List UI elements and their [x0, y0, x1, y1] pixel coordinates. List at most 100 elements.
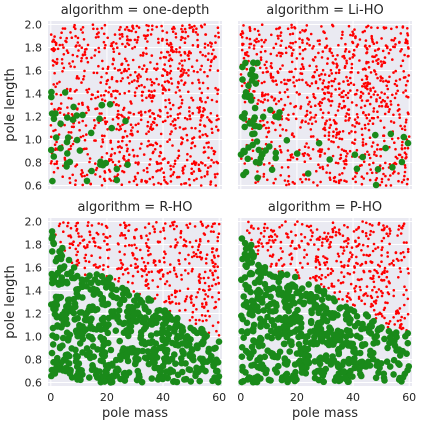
failure-point — [384, 184, 388, 187]
failure-point — [344, 93, 348, 97]
failure-point — [399, 252, 403, 255]
success-point — [248, 270, 256, 278]
failure-point — [368, 44, 371, 48]
failure-point — [326, 57, 330, 60]
failure-point — [320, 283, 323, 286]
success-point — [109, 372, 116, 380]
failure-point — [318, 155, 322, 158]
failure-point — [122, 106, 126, 110]
failure-point — [51, 59, 55, 62]
success-point — [266, 271, 274, 278]
failure-point — [98, 256, 102, 259]
failure-point — [93, 54, 96, 57]
failure-point — [334, 113, 338, 117]
failure-point — [339, 178, 343, 182]
failure-point — [291, 41, 295, 45]
failure-point — [159, 151, 163, 155]
failure-point — [346, 237, 350, 240]
failure-point — [136, 35, 140, 39]
failure-point — [345, 112, 349, 115]
failure-point — [306, 96, 309, 99]
failure-point — [377, 47, 381, 51]
failure-point — [367, 128, 371, 132]
failure-point — [323, 46, 327, 49]
failure-point — [384, 301, 387, 304]
failure-point — [318, 78, 322, 81]
success-point — [244, 155, 252, 163]
failure-point — [286, 179, 290, 183]
failure-point — [379, 60, 383, 63]
failure-point — [383, 112, 387, 116]
failure-point — [98, 112, 101, 115]
failure-point — [121, 273, 125, 276]
failure-point — [85, 111, 88, 115]
failure-point — [137, 111, 141, 115]
failure-point — [188, 110, 191, 113]
failure-point — [200, 314, 204, 317]
y-tick-label: 1.4 — [25, 87, 43, 100]
failure-point — [111, 62, 114, 66]
success-point — [242, 347, 250, 355]
failure-point — [313, 70, 317, 74]
failure-point — [375, 98, 378, 101]
failure-point — [381, 49, 385, 53]
failure-point — [214, 300, 217, 304]
success-point — [140, 338, 147, 345]
success-point — [193, 364, 200, 372]
failure-point — [212, 161, 215, 164]
success-point — [48, 88, 55, 96]
failure-point — [324, 237, 327, 241]
failure-point — [169, 245, 172, 248]
failure-point — [262, 41, 266, 44]
failure-point — [76, 36, 80, 40]
failure-point — [83, 53, 87, 56]
failure-point — [196, 33, 199, 36]
failure-point — [288, 45, 291, 48]
failure-point — [213, 150, 217, 154]
failure-point — [387, 110, 391, 113]
failure-point — [127, 90, 131, 93]
failure-point — [323, 231, 326, 235]
failure-point — [270, 33, 273, 37]
failure-point — [286, 233, 289, 236]
success-point — [342, 311, 350, 319]
failure-point — [125, 134, 129, 138]
failure-point — [318, 104, 322, 108]
failure-point — [262, 235, 266, 238]
failure-point — [351, 30, 354, 34]
failure-point — [364, 231, 368, 235]
failure-point — [346, 299, 349, 303]
failure-point — [394, 147, 397, 151]
failure-point — [171, 221, 174, 224]
failure-point — [382, 228, 386, 231]
failure-point — [194, 252, 198, 256]
failure-point — [105, 82, 108, 86]
success-point — [387, 130, 395, 138]
failure-point — [216, 239, 219, 243]
failure-point — [292, 48, 295, 52]
failure-point — [178, 262, 181, 266]
failure-point — [270, 262, 273, 266]
success-point — [83, 345, 91, 352]
panel-r-ho: algorithm = R-HO0.60.81.01.21.41.61.82.0… — [3, 200, 226, 421]
failure-point — [383, 56, 387, 59]
failure-point — [352, 83, 356, 86]
failure-point — [382, 61, 386, 64]
failure-point — [337, 254, 341, 258]
failure-point — [202, 276, 206, 280]
failure-point — [310, 234, 314, 238]
failure-point — [117, 128, 121, 132]
failure-point — [386, 255, 390, 258]
success-point — [281, 360, 289, 367]
failure-point — [81, 239, 85, 242]
failure-point — [405, 155, 408, 159]
failure-point — [271, 79, 274, 82]
failure-point — [337, 131, 340, 135]
failure-point — [314, 104, 317, 107]
success-point — [87, 129, 95, 137]
failure-point — [363, 302, 367, 306]
failure-point — [155, 62, 159, 66]
failure-point — [340, 106, 344, 110]
failure-point — [343, 104, 347, 108]
failure-point — [342, 80, 345, 83]
